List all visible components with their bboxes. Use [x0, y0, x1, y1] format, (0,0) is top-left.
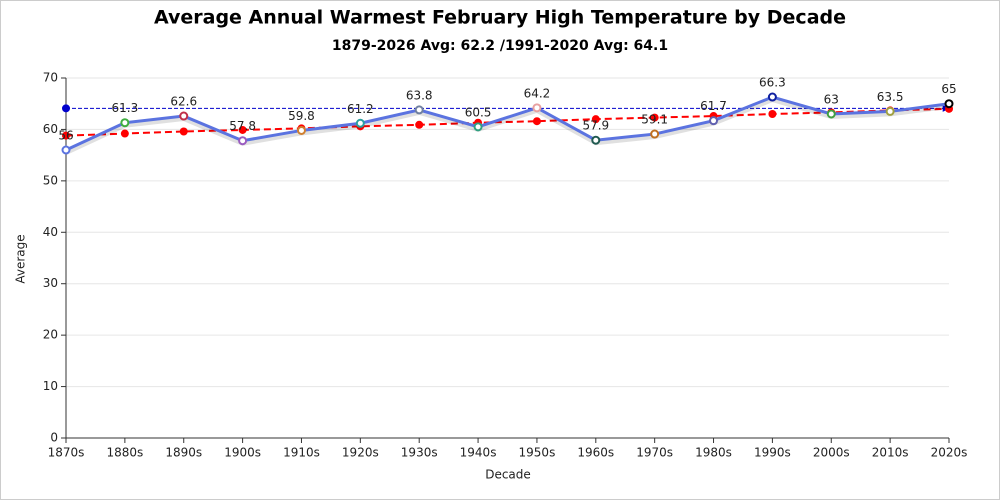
- trend-point: [591, 115, 600, 124]
- data-label: 62.6: [170, 95, 197, 109]
- y-tick-label: 30: [43, 276, 58, 290]
- x-tick-label: 1950s: [519, 446, 556, 460]
- data-point: [944, 99, 954, 109]
- data-point: [473, 122, 483, 132]
- trend-point: [238, 125, 247, 134]
- trend-point: [650, 113, 659, 122]
- y-tick-label: 0: [50, 431, 58, 445]
- data-point: [61, 145, 71, 155]
- data-point: [120, 118, 130, 128]
- data-label: 63: [824, 93, 839, 107]
- data-label: 61.2: [347, 102, 374, 116]
- x-tick-label: 2010s: [872, 446, 909, 460]
- x-tick-label: 1910s: [283, 446, 320, 460]
- line-shadow: [65, 97, 950, 155]
- data-label: 57.9: [582, 119, 609, 133]
- x-tick-label: 1900s: [224, 446, 261, 460]
- data-label: 64.2: [524, 86, 551, 100]
- data-point: [179, 111, 189, 121]
- data-point: [826, 109, 836, 119]
- x-tick-label: 1990s: [754, 446, 791, 460]
- data-label: 61.3: [112, 101, 139, 115]
- data-label: 63.5: [877, 90, 904, 104]
- data-label: 60.5: [465, 105, 492, 119]
- x-tick-label: 1940s: [460, 446, 497, 460]
- data-label: 66.3: [759, 76, 786, 90]
- data-point: [650, 129, 660, 139]
- trend-point: [532, 117, 541, 126]
- x-tick-label: 1980s: [695, 446, 732, 460]
- series-line: [65, 95, 950, 152]
- x-tick-label: 1930s: [401, 446, 438, 460]
- series-line: [65, 107, 950, 137]
- data-point: [591, 135, 601, 145]
- data-point: [238, 136, 248, 146]
- y-tick-label: 20: [43, 328, 58, 342]
- chart-subtitle: 1879-2026 Avg: 62.2 /1991-2020 Avg: 64.1: [332, 38, 668, 54]
- y-tick-label: 10: [43, 379, 58, 393]
- x-tick-label: 1880s: [106, 446, 143, 460]
- data-label: 63.8: [406, 88, 433, 102]
- data-label: 61.7: [700, 99, 727, 113]
- data-label: 59.8: [288, 109, 315, 123]
- y-tick-label: 50: [43, 173, 58, 187]
- data-label: 65: [941, 82, 956, 96]
- y-axis-label: Average: [14, 234, 28, 283]
- trend-point: [768, 110, 777, 118]
- trend-point: [179, 127, 188, 136]
- trend-point: [415, 120, 424, 129]
- data-point: [885, 106, 895, 116]
- reference-point: [62, 104, 70, 113]
- data-label: 57.8: [229, 119, 256, 133]
- x-tick-label: 1920s: [342, 446, 379, 460]
- data-point: [296, 125, 306, 135]
- x-tick-label: 1960s: [577, 446, 614, 460]
- data-point: [355, 118, 365, 128]
- x-tick-label: 1890s: [165, 446, 202, 460]
- y-tick-label: 70: [43, 71, 58, 85]
- trend-point: [120, 129, 129, 138]
- data-point: [414, 105, 424, 115]
- x-tick-label: 1870s: [48, 446, 85, 460]
- x-tick-label: 2000s: [813, 446, 850, 460]
- x-axis-label: Decade: [485, 468, 531, 482]
- data-label: 56: [58, 129, 73, 143]
- trend-point: [62, 131, 70, 140]
- data-point: [767, 92, 777, 102]
- y-tick-label: 40: [43, 225, 58, 239]
- data-point: [709, 116, 719, 126]
- data-point: [532, 103, 542, 113]
- chart-title: Average Annual Warmest February High Tem…: [154, 7, 846, 29]
- x-tick-label: 1970s: [636, 446, 673, 460]
- x-tick-label: 2020s: [931, 446, 968, 460]
- y-tick-label: 60: [43, 122, 58, 136]
- data-label: 59.1: [641, 113, 668, 127]
